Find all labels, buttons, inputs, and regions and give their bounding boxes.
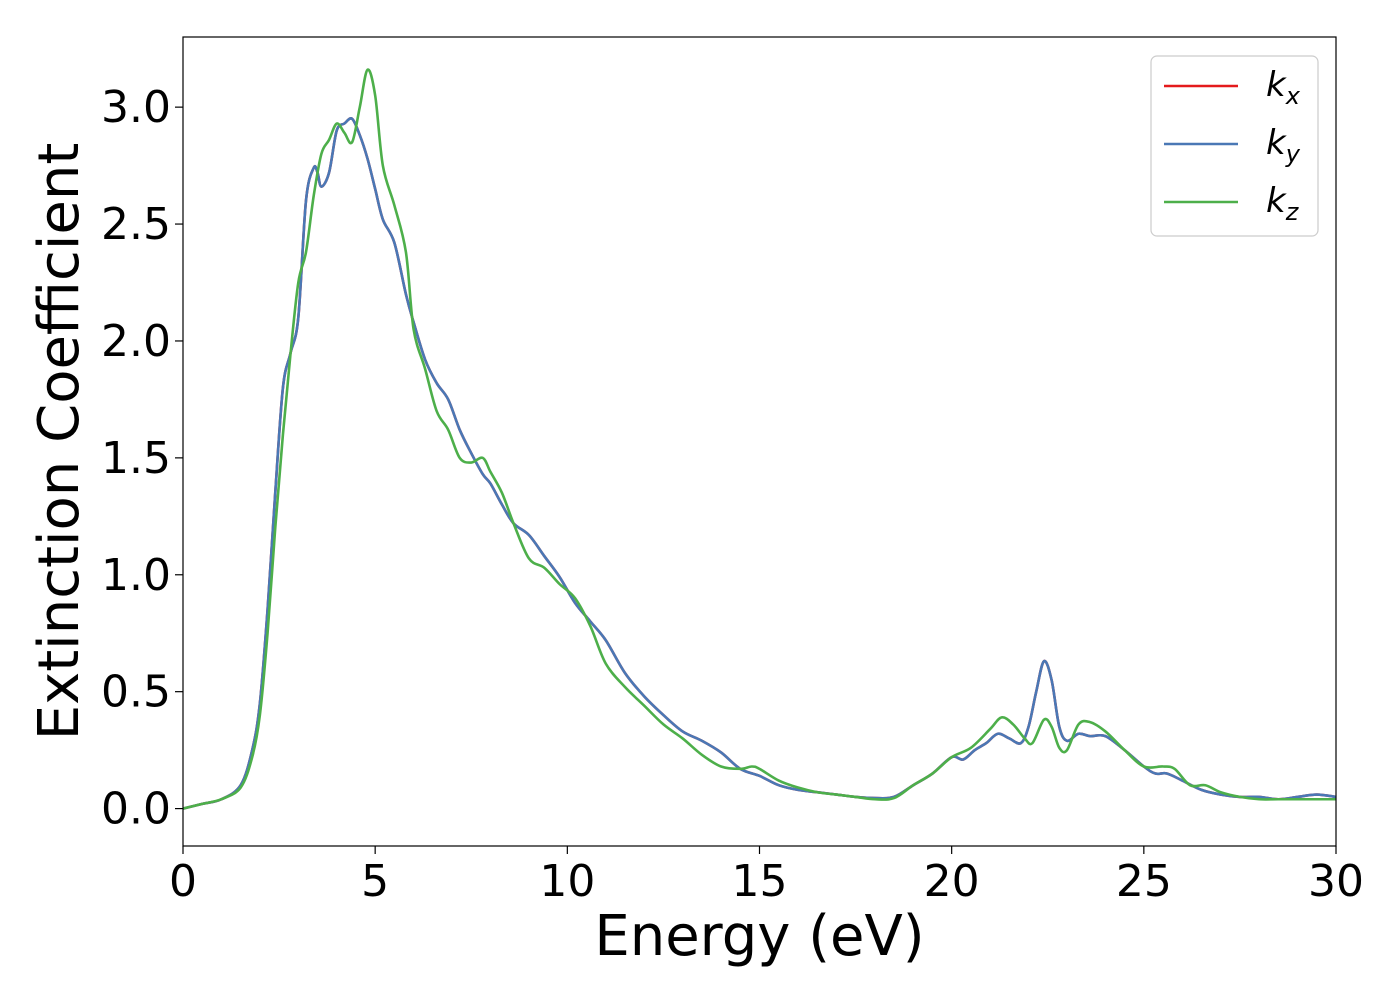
y-tick-label: 2.5 xyxy=(101,199,171,250)
y-tick-label: 0.0 xyxy=(101,784,171,835)
x-tick-label: 5 xyxy=(361,856,389,907)
legend-label-y: ky xyxy=(1266,123,1301,168)
y-tick-label: 3.0 xyxy=(101,82,171,133)
x-tick-label: 0 xyxy=(169,856,197,907)
x-tick-label: 25 xyxy=(1116,856,1172,907)
x-tick-label: 30 xyxy=(1308,856,1364,907)
y-tick-label: 1.5 xyxy=(101,433,171,484)
x-tick-label: 15 xyxy=(732,856,788,907)
plot-lines xyxy=(183,68,1336,810)
y-tick-label: 1.0 xyxy=(101,550,171,601)
y-axis-title: Extinction Coefficient xyxy=(27,143,92,741)
legend-label-x: kx xyxy=(1266,65,1301,110)
x-tick-label: 10 xyxy=(539,856,595,907)
legend: kx ky kz xyxy=(1150,55,1319,237)
x-tick-label: 20 xyxy=(924,856,980,907)
legend-label-z: kz xyxy=(1266,181,1300,226)
y-tick-label: 0.5 xyxy=(101,667,171,718)
series-line-k-z xyxy=(183,68,1336,810)
x-axis: 0 5 10 15 20 25 30 xyxy=(169,846,1364,907)
y-tick-label: 2.0 xyxy=(101,316,171,367)
legend-box xyxy=(1150,55,1319,237)
x-axis-title: Energy (eV) xyxy=(594,904,924,969)
y-axis: 0.0 0.5 1.0 1.5 2.0 2.5 3.0 xyxy=(101,82,183,835)
series-line-k-y xyxy=(183,117,1336,810)
